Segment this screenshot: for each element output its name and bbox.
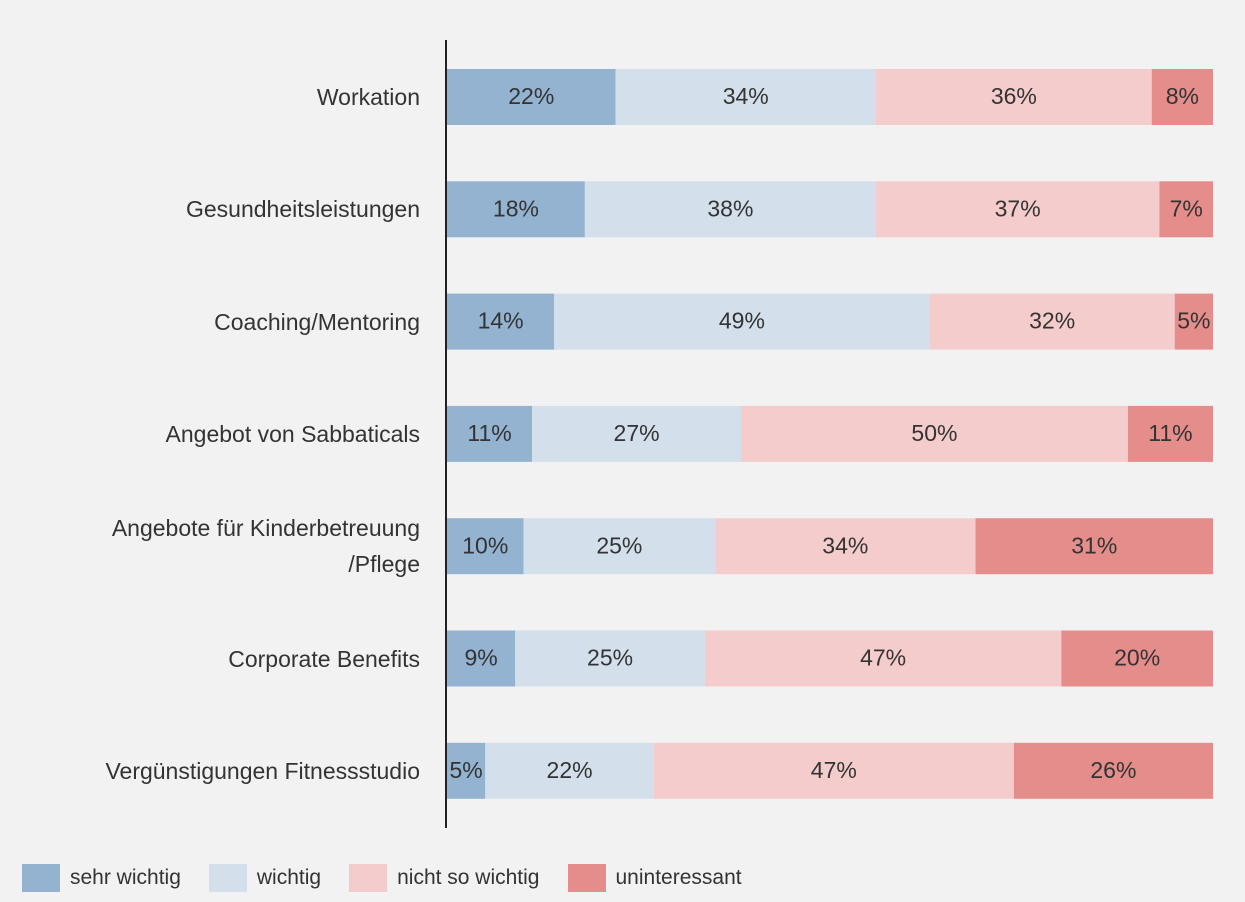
bar-segment [584, 181, 876, 238]
legend-label: uninteressant [615, 866, 742, 889]
data-label: 32% [1029, 308, 1075, 334]
bar-segment [1174, 293, 1213, 350]
data-label: 8% [1166, 83, 1199, 109]
data-label: 18% [493, 195, 539, 221]
bar-segment [447, 630, 516, 687]
data-label: 5% [450, 757, 483, 783]
bar-segment [447, 742, 486, 799]
bar-segment [741, 405, 1128, 462]
data-label: 10% [462, 532, 508, 558]
legend-item: wichtig [208, 864, 322, 892]
data-label: 11% [1148, 420, 1192, 446]
bar-segment [515, 630, 705, 687]
category-label: Workation [316, 84, 420, 110]
data-label: 20% [1114, 645, 1160, 671]
legend-label: wichtig [256, 866, 322, 889]
data-label: 27% [614, 420, 660, 446]
legend-swatch [22, 864, 60, 892]
bar-segment [1127, 405, 1213, 462]
bar-segment [523, 518, 716, 575]
bar-segment [447, 181, 585, 238]
bar-segment [929, 293, 1175, 350]
bar-segment [1061, 630, 1213, 687]
legend-swatch [349, 864, 388, 892]
bar-segment [875, 181, 1160, 238]
data-label: 37% [995, 195, 1041, 221]
legend: sehr wichtig wichtig nicht so wichtig unint… [22, 864, 770, 892]
legend-item: sehr wichtig [22, 864, 181, 892]
bar-segment [447, 405, 533, 462]
data-label: 38% [707, 195, 753, 221]
data-label: 34% [822, 532, 868, 558]
category-label: Angebot von Sabbaticals [165, 420, 420, 447]
data-label: 14% [478, 308, 524, 334]
data-label: 22% [547, 757, 593, 783]
data-label: 22% [508, 83, 554, 109]
category-label: Angebote für Kinderbetreuung /Pflege [111, 515, 420, 578]
bar-segment [554, 293, 930, 350]
bar-segment [653, 742, 1014, 799]
bar-segment [447, 69, 616, 125]
category-label: Corporate Benefits [228, 645, 420, 672]
data-label: 11% [467, 420, 511, 446]
bar-segment [704, 630, 1062, 687]
category-label: Gesundheitsleistungen [186, 196, 420, 223]
bar-segment [1159, 181, 1213, 238]
data-label: 34% [723, 83, 769, 109]
data-label: 31% [1071, 532, 1117, 558]
data-label: 49% [719, 308, 765, 334]
data-label: 5% [1177, 308, 1210, 334]
category-label: Vergünstigungen Fitnessstudio [105, 757, 420, 784]
data-label: 25% [596, 532, 642, 558]
bar-segment [715, 518, 976, 575]
legend-swatch [208, 864, 247, 892]
legend-item: uninteressant [567, 864, 742, 892]
data-label: 47% [860, 645, 906, 671]
category-label: Coaching/Mentoring [214, 308, 420, 335]
data-label: 36% [991, 83, 1037, 109]
bar-segment [485, 742, 654, 799]
data-label: 9% [465, 645, 498, 671]
data-label: 47% [811, 757, 857, 783]
bar-segment [875, 69, 1152, 125]
data-label: 7% [1170, 195, 1203, 221]
data-label: 26% [1090, 757, 1136, 783]
legend-item: nicht so wichtig [349, 864, 540, 892]
bar-segment [532, 405, 742, 462]
bar-segment [447, 518, 524, 575]
bar-segment [615, 69, 876, 125]
legend-label: sehr wichtig [70, 866, 181, 889]
legend-label: nicht so wichtig [397, 866, 540, 889]
bar-segment [975, 518, 1213, 575]
bar-segment [447, 293, 555, 350]
data-label: 50% [911, 420, 957, 446]
data-label: 25% [587, 645, 633, 671]
bar-segment [1151, 69, 1213, 125]
legend-swatch [567, 864, 606, 892]
bar-segment [1013, 742, 1213, 799]
